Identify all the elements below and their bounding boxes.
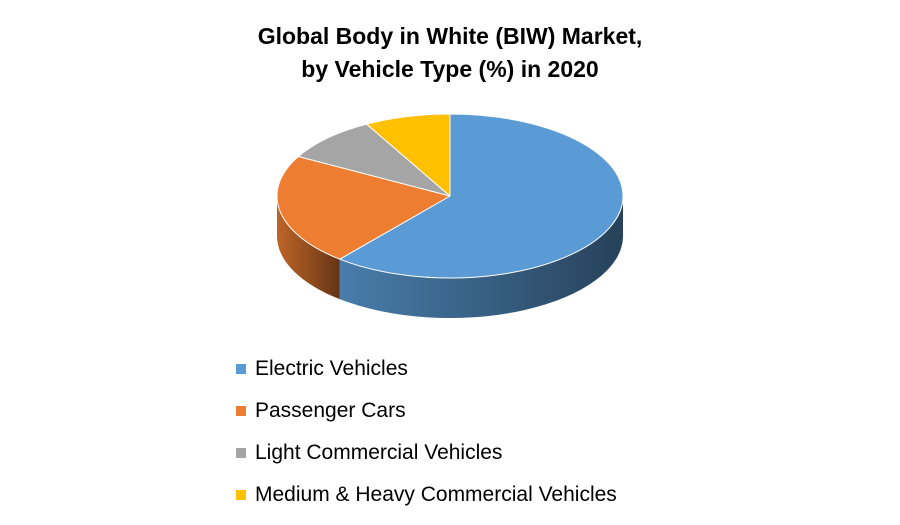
pie-slice <box>297 123 451 197</box>
legend-swatch <box>236 448 246 458</box>
chart-title: Global Body in White (BIW) Market, by Ve… <box>0 20 900 86</box>
legend-item: Medium & Heavy Commercial Vehicles <box>236 474 617 516</box>
pie-slice <box>339 113 624 279</box>
legend-label: Passenger Cars <box>255 399 406 422</box>
legend-swatch <box>236 406 246 416</box>
legend-swatch <box>236 364 246 374</box>
chart-legend: Electric Vehicles Passenger Cars Light C… <box>236 348 617 516</box>
pie-slice-side <box>277 196 340 300</box>
pie-slice <box>276 156 451 260</box>
legend-item: Electric Vehicles <box>236 348 617 390</box>
legend-item: Light Commercial Vehicles <box>236 432 617 474</box>
chart-title-line-1: Global Body in White (BIW) Market, <box>257 23 643 49</box>
legend-label: Medium & Heavy Commercial Vehicles <box>255 483 617 506</box>
legend-label: Electric Vehicles <box>255 357 408 380</box>
legend-label: Light Commercial Vehicles <box>255 441 503 464</box>
legend-item: Passenger Cars <box>236 390 617 432</box>
chart-title-line-2: by Vehicle Type (%) in 2020 <box>301 56 599 82</box>
pie-slice <box>366 113 451 197</box>
legend-swatch <box>236 490 246 500</box>
pie-slice-side <box>339 196 623 318</box>
